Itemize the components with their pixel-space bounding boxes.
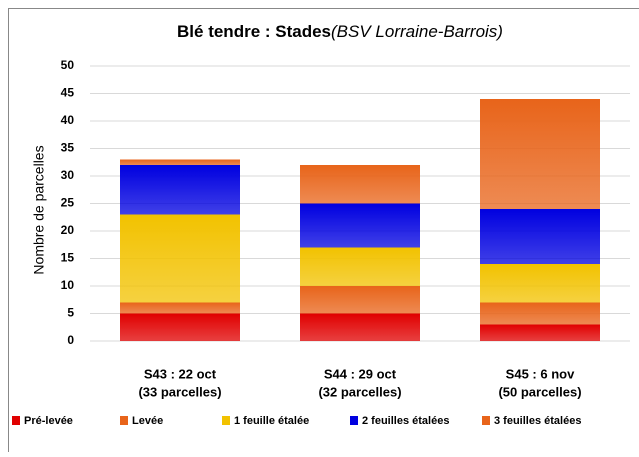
y-tick-label: 20 — [61, 223, 75, 237]
title-main: Blé tendre : Stades — [177, 22, 331, 41]
y-tick-label: 5 — [67, 306, 74, 320]
bar-segment — [300, 286, 420, 314]
x-tick-label: (32 parcelles) — [318, 384, 401, 399]
title-note: (BSV Lorraine-Barrois) — [331, 22, 503, 41]
legend-label: Pré-levée — [24, 415, 73, 427]
bar-segment — [300, 314, 420, 342]
bar-segment — [120, 314, 240, 342]
bar-segment — [120, 160, 240, 166]
bar-segment — [300, 165, 420, 204]
x-tick-label: (33 parcelles) — [138, 384, 221, 399]
bar-segment — [480, 209, 600, 264]
y-tick-label: 15 — [61, 251, 75, 265]
legend-swatch — [12, 416, 20, 425]
y-tick-label: 50 — [61, 58, 75, 72]
bar-segment — [480, 99, 600, 209]
bar-segment — [120, 165, 240, 215]
x-tick-label: (50 parcelles) — [498, 384, 581, 399]
legend-label: 1 feuille étalée — [234, 415, 309, 427]
bar-segment — [120, 215, 240, 303]
chart-title: Blé tendre : Stades(BSV Lorraine-Barrois… — [177, 22, 503, 41]
y-tick-label: 10 — [61, 278, 75, 292]
legend-label: Levée — [132, 415, 163, 427]
bar-segment — [300, 204, 420, 248]
bar-segment — [480, 303, 600, 325]
y-tick-label: 35 — [61, 141, 75, 155]
bar-segment — [480, 264, 600, 303]
y-tick-label: 25 — [61, 196, 75, 210]
legend-swatch — [120, 416, 128, 425]
legend-label: 3 feuilles étalées — [494, 415, 581, 427]
y-tick-label: 30 — [61, 168, 75, 182]
legend-swatch — [482, 416, 490, 425]
x-tick-label: S45 : 6 nov — [506, 366, 575, 381]
bar-segment — [120, 303, 240, 314]
legend-swatch — [350, 416, 358, 425]
legend-label: 2 feuilles étalées — [362, 415, 449, 427]
x-tick-label: S44 : 29 oct — [324, 366, 397, 381]
x-tick-label: S43 : 22 oct — [144, 366, 217, 381]
y-tick-label: 40 — [61, 113, 75, 127]
legend-swatch — [222, 416, 230, 425]
y-tick-label: 0 — [67, 333, 74, 347]
bar-segment — [300, 248, 420, 287]
bar-segment — [480, 325, 600, 342]
y-axis-title: Nombre de parcelles — [31, 145, 47, 274]
y-tick-label: 45 — [61, 86, 75, 100]
